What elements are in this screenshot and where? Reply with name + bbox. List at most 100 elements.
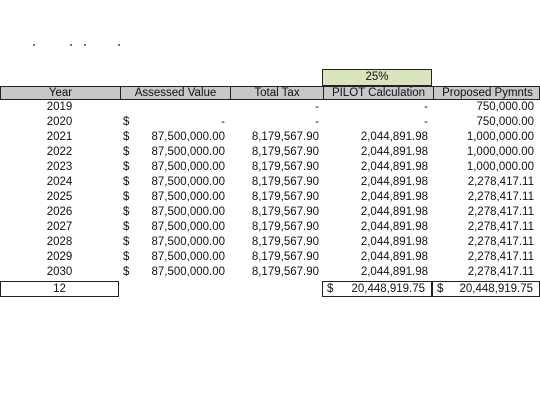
assessed-value: 87,500,000.00 [151, 146, 225, 158]
pilot-calculation-cell[interactable]: 2,044,891.98 [360, 206, 428, 218]
pilot-calculation-cell[interactable]: - [424, 101, 428, 113]
assessed-value: 87,500,000.00 [151, 236, 225, 248]
header-total-tax[interactable]: Total Tax [230, 87, 323, 99]
pilot-calculation-cell[interactable]: 2,044,891.98 [360, 131, 428, 143]
pilot-calculation-cell[interactable]: 2,044,891.98 [360, 221, 428, 233]
pilot-total: 20,448,919.75 [351, 283, 425, 295]
total-tax-cell[interactable]: 8,179,567.90 [251, 131, 319, 143]
total-tax-cell[interactable]: - [315, 116, 319, 128]
pilot-calculation-cell[interactable]: 2,044,891.98 [360, 176, 428, 188]
year-cell[interactable]: 2022 [46, 146, 73, 158]
year-count: 12 [53, 283, 66, 295]
pilot-calculation-cell[interactable]: 2,044,891.98 [360, 266, 428, 278]
year-cell[interactable]: 2028 [46, 236, 73, 248]
table-row: 2029 $87,500,000.00 8,179,567.90 2,044,891.… [0, 250, 540, 265]
assessed-value-cell[interactable]: $87,500,000.00 [119, 190, 229, 205]
dollar-sign: $ [123, 176, 130, 188]
total-tax-cell[interactable]: 8,179,567.90 [251, 146, 319, 158]
assessed-value-cell[interactable]: $ - [119, 115, 229, 130]
total-tax-cell[interactable]: - [315, 101, 319, 113]
pilot-calculation-cell[interactable]: - [424, 116, 428, 128]
assessed-value-cell[interactable]: $87,500,000.00 [119, 265, 229, 280]
pilot-calculation-cell[interactable]: 2,044,891.98 [360, 161, 428, 173]
proposed-pymnts-cell[interactable]: 2,278,417.11 [467, 176, 534, 188]
table-row: 2027 $87,500,000.00 8,179,567.90 2,044,891.… [0, 220, 540, 235]
total-tax-cell[interactable]: 8,179,567.90 [251, 251, 319, 263]
total-tax-cell[interactable]: 8,179,567.90 [251, 206, 319, 218]
header-proposed-pymnts[interactable]: Proposed Pymnts [433, 87, 540, 99]
dollar-sign: $ [123, 221, 130, 233]
proposed-pymnts-cell[interactable]: 2,278,417.11 [467, 221, 534, 233]
assessed-value-cell[interactable]: $87,500,000.00 [119, 235, 229, 250]
table-row: 2021 $87,500,000.00 8,179,567.90 2,044,891.… [0, 130, 540, 145]
proposed-pymnts-cell[interactable]: 2,278,417.11 [467, 266, 534, 278]
total-tax-cell[interactable]: 8,179,567.90 [251, 191, 319, 203]
pilot-total-dollar: $ [327, 283, 334, 295]
proposed-pymnts-cell[interactable]: 1,000,000.00 [466, 146, 534, 158]
proposed-pymnts-cell[interactable]: 750,000.00 [476, 116, 534, 128]
total-tax-cell[interactable]: 8,179,567.90 [251, 236, 319, 248]
stray-dot [33, 44, 35, 46]
stray-dot [118, 44, 120, 46]
proposed-pymnts-cell[interactable]: 2,278,417.11 [467, 206, 534, 218]
proposed-pymnts-cell[interactable]: 2,278,417.11 [467, 236, 534, 248]
dollar-sign: $ [123, 191, 130, 203]
assessed-value-cell[interactable]: $87,500,000.00 [119, 175, 229, 190]
header-pilot-calculation[interactable]: PILOT Calculation [323, 87, 433, 99]
proposed-pymnts-cell[interactable]: 2,278,417.11 [467, 191, 534, 203]
proposed-total-cell[interactable]: $ 20,448,919.75 [432, 281, 540, 297]
assessed-value-cell[interactable]: $87,500,000.00 [119, 160, 229, 175]
year-cell[interactable]: 2026 [46, 206, 73, 218]
assessed-value-cell[interactable]: $87,500,000.00 [119, 130, 229, 145]
assessed-value: 87,500,000.00 [151, 191, 225, 203]
proposed-pymnts-cell[interactable]: 1,000,000.00 [466, 161, 534, 173]
proposed-pymnts-cell[interactable]: 1,000,000.00 [466, 131, 534, 143]
assessed-value-cell[interactable]: $87,500,000.00 [119, 220, 229, 235]
pilot-calculation-cell[interactable]: 2,044,891.98 [360, 146, 428, 158]
pilot-calculation-cell[interactable]: 2,044,891.98 [360, 251, 428, 263]
proposed-pymnts-cell[interactable]: 750,000.00 [476, 101, 534, 113]
assessed-value-cell[interactable]: $87,500,000.00 [119, 205, 229, 220]
assessed-value-cell[interactable]: $87,500,000.00 [119, 145, 229, 160]
table-row: 2023 $87,500,000.00 8,179,567.90 2,044,891.… [0, 160, 540, 175]
total-tax-cell[interactable]: 8,179,567.90 [251, 266, 319, 278]
total-tax-cell[interactable]: 8,179,567.90 [251, 161, 319, 173]
year-cell[interactable]: 2024 [46, 176, 73, 188]
pilot-calculation-cell[interactable]: 2,044,891.98 [360, 191, 428, 203]
dollar-sign: $ [123, 206, 130, 218]
year-cell[interactable]: 2027 [46, 221, 73, 233]
pilot-rate-cell[interactable]: 25% [322, 69, 432, 86]
pilot-calculation-cell[interactable]: 2,044,891.98 [360, 236, 428, 248]
assessed-value-cell[interactable] [119, 100, 229, 115]
dollar-sign: $ [123, 131, 130, 143]
table-row: 2026 $87,500,000.00 8,179,567.90 2,044,891.… [0, 205, 540, 220]
pilot-total-cell[interactable]: $ 20,448,919.75 [322, 281, 432, 297]
table-row: 2024 $87,500,000.00 8,179,567.90 2,044,891.… [0, 175, 540, 190]
assessed-value: 87,500,000.00 [151, 176, 225, 188]
year-cell[interactable]: 2019 [46, 101, 73, 113]
year-cell[interactable]: 2029 [46, 251, 73, 263]
assessed-value-cell[interactable]: $87,500,000.00 [119, 250, 229, 265]
assessed-value: 87,500,000.00 [151, 206, 225, 218]
header-assessed-value[interactable]: Assessed Value [120, 87, 230, 99]
assessed-value: 87,500,000.00 [151, 266, 225, 278]
year-cell[interactable]: 2025 [46, 191, 73, 203]
total-tax-cell[interactable]: 8,179,567.90 [251, 176, 319, 188]
totals-row: 12 $ 20,448,919.75 $ 20,448,919.75 [0, 281, 540, 297]
assessed-value: 87,500,000.00 [151, 221, 225, 233]
stray-marks [0, 38, 540, 52]
proposed-pymnts-cell[interactable]: 2,278,417.11 [467, 251, 534, 263]
year-cell[interactable]: 2021 [46, 131, 73, 143]
year-count-cell[interactable]: 12 [0, 281, 119, 297]
stray-dot [70, 44, 72, 46]
year-cell[interactable]: 2023 [46, 161, 73, 173]
dollar-sign: $ [123, 116, 130, 128]
dollar-sign: $ [123, 161, 130, 173]
stray-dot [84, 44, 86, 46]
header-year[interactable]: Year [48, 87, 73, 99]
table-row: 2030 $87,500,000.00 8,179,567.90 2,044,891.… [0, 265, 540, 280]
year-cell[interactable]: 2020 [46, 116, 73, 128]
year-cell[interactable]: 2030 [46, 266, 73, 278]
header-row: Year Assessed Value Total Tax PILOT Calc… [0, 86, 540, 100]
total-tax-cell[interactable]: 8,179,567.90 [251, 221, 319, 233]
